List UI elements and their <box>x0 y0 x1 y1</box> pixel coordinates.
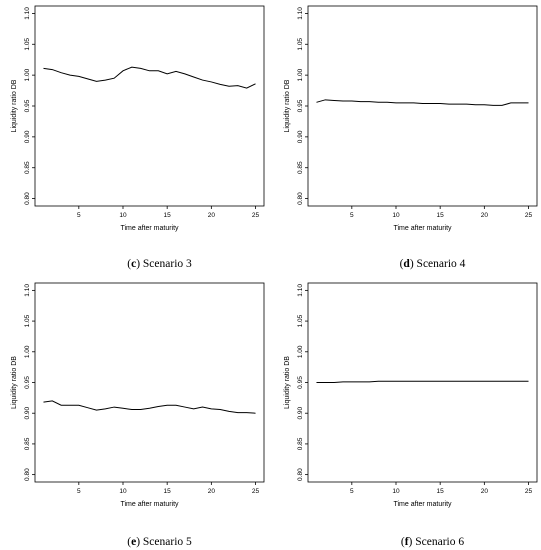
y-tick-label: 1.00 <box>24 345 31 358</box>
x-tick-label: 5 <box>77 488 81 495</box>
chart-panel-d: 0.80 0.85 0.90 0.95 1.00 1.05 1.10 5 10 15 20 25 Tim… <box>284 5 538 270</box>
caption-close-paren: ) <box>409 536 416 548</box>
x-tick-label: 25 <box>252 212 260 219</box>
x-tick-label: 5 <box>77 212 81 219</box>
x-tick-label: 20 <box>481 212 489 219</box>
y-tick-label: 1.05 <box>24 38 31 51</box>
y-tick-label: 0.95 <box>297 99 304 112</box>
chart-panel-e: 0.80 0.85 0.90 0.95 1.00 1.05 1.10 5 10 15 20 25 Tim… <box>11 282 265 548</box>
series-line <box>43 66 256 89</box>
caption-close-paren: ) <box>136 536 143 548</box>
caption-open-paren: ( <box>127 258 131 270</box>
y-tick-label: 0.90 <box>24 407 31 420</box>
x-tick-label: 20 <box>481 488 489 495</box>
y-tick-label: 1.00 <box>297 68 304 81</box>
x-tick-label: 15 <box>437 488 445 495</box>
y-tick-label: 0.85 <box>24 161 31 174</box>
x-tick-label: 5 <box>350 212 354 219</box>
panel-caption: (d) Scenario 4 <box>400 258 466 270</box>
caption-text: Scenario 3 <box>143 258 192 270</box>
y-tick-label: 0.95 <box>297 376 304 389</box>
panel-caption: (f) Scenario 6 <box>401 536 465 548</box>
y-tick-label: 1.00 <box>297 345 304 358</box>
series-line <box>316 380 529 383</box>
plot-frame <box>307 282 538 483</box>
y-tick-label: 0.80 <box>297 468 304 481</box>
y-tick-label: 1.05 <box>297 314 304 327</box>
x-tick-label: 25 <box>525 212 533 219</box>
x-tick-label: 10 <box>119 488 127 495</box>
x-tick-label: 15 <box>164 488 172 495</box>
caption-open-paren: ( <box>400 258 404 270</box>
x-tick-label: 15 <box>164 212 172 219</box>
y-tick-label: 1.10 <box>24 7 31 20</box>
x-axis-label: Time after maturity <box>120 225 179 232</box>
y-tick-label: 1.10 <box>297 7 304 20</box>
x-tick-label: 25 <box>525 488 533 495</box>
panel-caption: (c) Scenario 3 <box>127 258 192 270</box>
caption-panel-letter: f <box>405 536 409 548</box>
x-tick-label: 10 <box>119 212 127 219</box>
y-tick-label: 0.90 <box>297 130 304 143</box>
x-tick-label: 10 <box>392 212 400 219</box>
y-tick-label: 0.85 <box>297 437 304 450</box>
caption-open-paren: ( <box>127 536 131 548</box>
y-axis-label: Liquidity ratio DB <box>11 356 18 409</box>
x-tick-label: 25 <box>252 488 260 495</box>
x-tick-label: 15 <box>437 212 445 219</box>
plot-frame <box>307 5 538 207</box>
caption-open-paren: ( <box>401 536 405 548</box>
y-tick-label: 1.00 <box>24 68 31 81</box>
x-axis-label: Time after maturity <box>393 225 452 232</box>
y-tick-label: 0.90 <box>297 407 304 420</box>
y-tick-label: 0.90 <box>24 130 31 143</box>
caption-text: Scenario 4 <box>417 258 466 270</box>
y-tick-label: 0.95 <box>24 376 31 389</box>
x-axis-label: Time after maturity <box>120 501 179 508</box>
x-axis-label: Time after maturity <box>393 501 452 508</box>
y-tick-label: 1.10 <box>24 284 31 297</box>
caption-panel-letter: e <box>131 536 136 548</box>
caption-panel-letter: d <box>403 258 410 270</box>
y-tick-label: 0.85 <box>297 161 304 174</box>
y-tick-label: 0.80 <box>24 468 31 481</box>
y-tick-label: 1.10 <box>297 284 304 297</box>
x-tick-label: 5 <box>350 488 354 495</box>
caption-text: Scenario 6 <box>415 536 464 548</box>
y-axis-label: Liquidity ratio DB <box>284 79 291 132</box>
x-tick-label: 10 <box>392 488 400 495</box>
caption-panel-letter: c <box>131 258 136 270</box>
y-axis-label: Liquidity ratio DB <box>284 356 291 409</box>
series-line <box>316 99 529 106</box>
y-tick-label: 0.80 <box>24 192 31 205</box>
chart-panel-f: 0.80 0.85 0.90 0.95 1.00 1.05 1.10 5 10 15 20 25 Tim… <box>284 282 538 548</box>
y-tick-label: 0.80 <box>297 192 304 205</box>
y-tick-label: 0.95 <box>24 99 31 112</box>
series-line <box>43 400 256 414</box>
y-tick-label: 0.85 <box>24 437 31 450</box>
panel-caption: (e) Scenario 5 <box>127 536 192 548</box>
caption-close-paren: ) <box>136 258 143 270</box>
x-tick-label: 20 <box>208 212 216 219</box>
caption-close-paren: ) <box>410 258 417 270</box>
caption-text: Scenario 5 <box>143 536 192 548</box>
chart-panel-c: 0.80 0.85 0.90 0.95 1.00 1.05 1.10 5 10 15 20 25 Tim… <box>11 5 265 270</box>
y-tick-label: 1.05 <box>24 314 31 327</box>
plot-frame <box>34 282 265 483</box>
x-tick-label: 20 <box>208 488 216 495</box>
y-axis-label: Liquidity ratio DB <box>11 79 18 132</box>
plot-frame <box>34 5 265 207</box>
y-tick-label: 1.05 <box>297 38 304 51</box>
